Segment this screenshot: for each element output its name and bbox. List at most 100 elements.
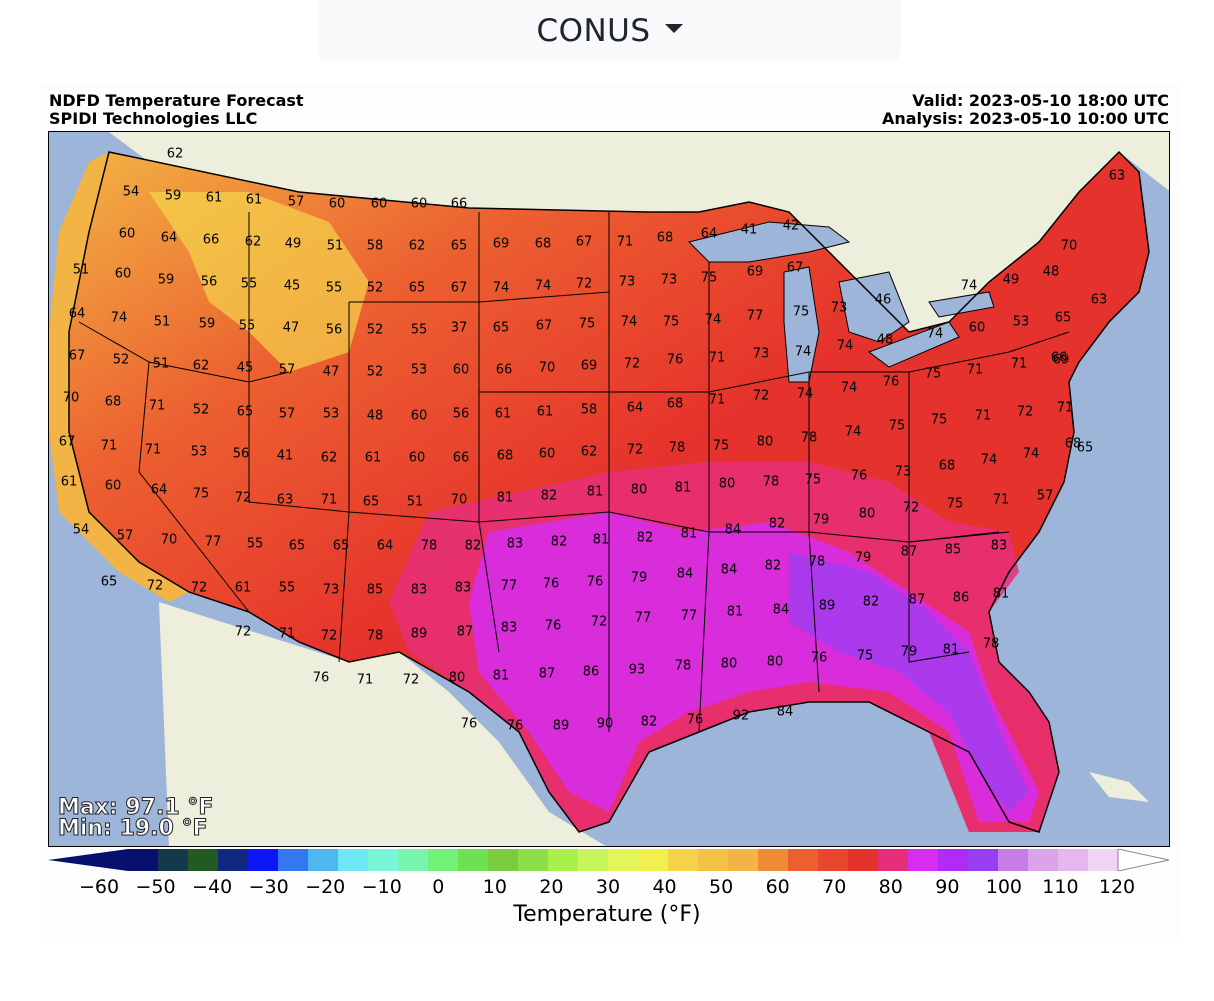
temperature-label: 73 xyxy=(831,301,848,316)
temperature-label: 61 xyxy=(61,475,78,490)
temperature-label: 55 xyxy=(326,281,343,296)
colorbar-cell xyxy=(818,849,849,871)
temperature-label: 64 xyxy=(701,227,718,242)
temperature-label: 70 xyxy=(539,361,556,376)
temperature-label: 77 xyxy=(747,309,764,324)
temperature-label: 66 xyxy=(496,363,513,378)
analysis-time: Analysis: 2023-05-10 10:00 UTC xyxy=(881,109,1169,128)
temperature-label: 83 xyxy=(411,583,428,598)
temperature-label: 76 xyxy=(313,671,330,686)
temperature-label: 76 xyxy=(545,619,562,634)
temperature-label: 58 xyxy=(581,403,598,418)
temperature-label: 54 xyxy=(123,185,140,200)
temperature-label: 78 xyxy=(367,629,384,644)
temperature-label: 75 xyxy=(713,439,730,454)
temperature-label: 82 xyxy=(765,559,782,574)
temperature-label: 89 xyxy=(411,627,428,642)
temperature-label: 82 xyxy=(863,595,880,610)
temperature-label: 71 xyxy=(145,443,162,458)
temperature-label: 48 xyxy=(367,409,384,424)
temperature-label: 81 xyxy=(587,485,604,500)
temperature-label: 53 xyxy=(323,407,340,422)
temperature-label: 80 xyxy=(767,655,784,670)
temperature-label: 86 xyxy=(583,665,600,680)
colorbar-tick-label: 20 xyxy=(539,876,564,898)
temperature-label: 71 xyxy=(709,351,726,366)
figure-header-left: NDFD Temperature Forecast SPIDI Technolo… xyxy=(49,92,304,128)
temperature-label: 41 xyxy=(277,449,294,464)
temperature-label: 70 xyxy=(161,533,178,548)
colorbar-cell xyxy=(548,849,579,871)
colorbar-tick-label: −60 xyxy=(78,876,120,898)
temperature-label: 72 xyxy=(591,615,608,630)
temperature-label: 47 xyxy=(323,365,340,380)
temperature-label: 73 xyxy=(753,347,770,362)
temperature-label: 69 xyxy=(1053,353,1070,368)
temperature-label: 61 xyxy=(537,405,554,420)
temperature-label: 65 xyxy=(1077,441,1094,456)
colorbar-cell xyxy=(998,849,1029,871)
temperature-label: 83 xyxy=(991,539,1008,554)
lake-ontario xyxy=(928,291,995,318)
temperature-label: 80 xyxy=(721,657,738,672)
temperature-label: 61 xyxy=(246,193,263,208)
temperature-label: 81 xyxy=(493,669,510,684)
colorbar-cell xyxy=(848,849,879,871)
temperature-label: 65 xyxy=(333,539,350,554)
region-selector[interactable]: CONUS xyxy=(318,0,901,61)
colorbar-cell xyxy=(728,849,759,871)
temperature-label: 52 xyxy=(367,365,384,380)
temperature-label: 80 xyxy=(449,671,466,686)
temperature-label: 56 xyxy=(453,407,470,422)
temperature-label: 52 xyxy=(367,281,384,296)
temperature-label: 73 xyxy=(619,275,636,290)
colorbar-tick-label: 30 xyxy=(595,876,621,898)
temperature-label: 68 xyxy=(535,237,552,252)
colorbar-ticks: −60 −50 −40 −30 −20 −10 0 10 20 30 40 50 60 70 80 90 100… xyxy=(0,876,1214,900)
temperature-label: 68 xyxy=(497,449,514,464)
colorbar-tick-label: 0 xyxy=(432,876,445,898)
temperature-label: 55 xyxy=(247,537,264,552)
colorbar-cell xyxy=(908,849,939,871)
colorbar-tick-label: 110 xyxy=(1042,876,1079,898)
temperature-label: 68 xyxy=(667,397,684,412)
colorbar-cell xyxy=(638,849,669,871)
temperature-label: 78 xyxy=(983,637,1000,652)
temperature-label: 86 xyxy=(953,591,970,606)
temperature-label: 62 xyxy=(167,147,184,162)
colorbar-cell xyxy=(938,849,969,871)
temperature-label: 80 xyxy=(757,435,774,450)
temperature-label: 60 xyxy=(105,479,122,494)
temperature-label: 71 xyxy=(149,399,166,414)
temperature-label: 71 xyxy=(1057,401,1074,416)
temperature-label: 84 xyxy=(725,523,742,538)
temperature-label: 79 xyxy=(901,645,918,660)
temperature-label: 73 xyxy=(661,273,678,288)
temperature-label: 87 xyxy=(909,593,926,608)
temperature-label: 69 xyxy=(581,359,598,374)
temperature-label: 77 xyxy=(681,609,698,624)
colorbar-tick-label: 50 xyxy=(709,876,734,898)
temperature-label: 55 xyxy=(239,319,256,334)
temperature-label: 89 xyxy=(553,719,570,734)
temperature-label: 84 xyxy=(773,603,790,618)
temperature-label: 58 xyxy=(367,239,384,254)
temperature-label: 90 xyxy=(597,717,614,732)
temperature-label: 71 xyxy=(975,409,992,424)
temperature-label: 60 xyxy=(115,267,132,282)
figure-title: NDFD Temperature Forecast xyxy=(49,91,304,110)
temperature-label: 81 xyxy=(943,643,960,658)
temperature-label: 51 xyxy=(407,495,424,510)
temperature-label: 76 xyxy=(461,717,478,732)
hot-zone xyxy=(469,512,1039,822)
temperature-label: 56 xyxy=(201,275,218,290)
temperature-label: 57 xyxy=(1037,489,1054,504)
colorbar-tick-label: −50 xyxy=(135,876,176,898)
temperature-label: 55 xyxy=(241,277,258,292)
temperature-label: 72 xyxy=(191,581,208,596)
colorbar-cell xyxy=(878,849,909,871)
temperature-label: 82 xyxy=(769,517,786,532)
temperature-label: 51 xyxy=(153,357,170,372)
colorbar-tick-label: 10 xyxy=(482,876,507,898)
temperature-label: 72 xyxy=(235,491,252,506)
